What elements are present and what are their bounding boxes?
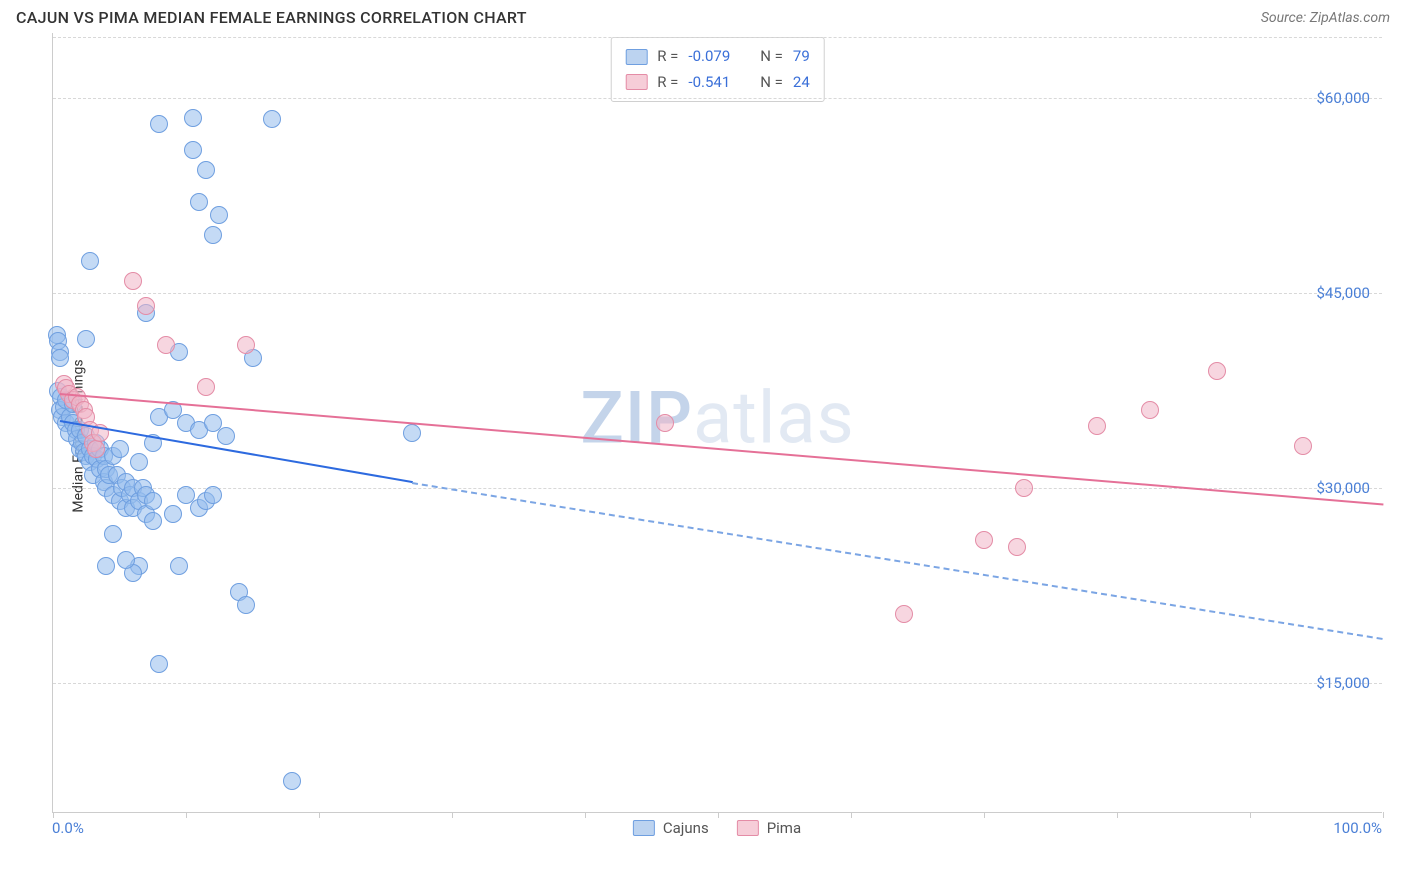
scatter-point (124, 272, 142, 290)
legend-r-label: R = (657, 70, 678, 96)
scatter-point (104, 525, 122, 543)
scatter-point (975, 531, 993, 549)
scatter-point (144, 492, 162, 510)
gridline (53, 683, 1382, 684)
gridline (53, 98, 1382, 99)
scatter-point (111, 440, 129, 458)
scatter-point (217, 427, 235, 445)
scatter-point (97, 557, 115, 575)
x-axis-min-label: 0.0% (52, 819, 84, 837)
scatter-point (137, 297, 155, 315)
scatter-point (895, 605, 913, 623)
scatter-point (190, 193, 208, 211)
source-attribution: Source: ZipAtlas.com (1261, 10, 1390, 26)
scatter-point (81, 252, 99, 270)
gridline (53, 37, 1382, 38)
scatter-point (184, 141, 202, 159)
chart-container: Median Female Earnings ZIPatlas R =-0.07… (16, 33, 1390, 839)
scatter-point (170, 557, 188, 575)
legend-n-value: 79 (793, 44, 810, 70)
legend-swatch (633, 820, 655, 836)
legend-swatch (625, 74, 647, 90)
y-tick-label: $60,000 (1316, 89, 1370, 107)
scatter-point (210, 206, 228, 224)
legend-swatch (737, 820, 759, 836)
legend-n-value: 24 (793, 70, 810, 96)
scatter-point (403, 424, 421, 442)
scatter-point (144, 512, 162, 530)
legend-row: R = -0.079 N = 79 (625, 44, 810, 70)
scatter-point (656, 414, 674, 432)
legend-item: Pima (737, 819, 801, 837)
scatter-point (204, 486, 222, 504)
x-axis: 0.0% 100.0% Cajuns Pima (52, 813, 1382, 839)
x-axis-max-label: 100.0% (1333, 819, 1382, 837)
scatter-point (237, 336, 255, 354)
scatter-point (263, 110, 281, 128)
scatter-point (1294, 437, 1312, 455)
scatter-point (51, 349, 69, 367)
scatter-point (164, 505, 182, 523)
chart-title: CAJUN VS PIMA MEDIAN FEMALE EARNINGS COR… (16, 8, 527, 27)
scatter-point (157, 336, 175, 354)
scatter-point (283, 772, 301, 790)
scatter-point (1141, 401, 1159, 419)
scatter-point (1208, 362, 1226, 380)
scatter-point (237, 596, 255, 614)
legend-label: Cajuns (663, 819, 709, 837)
scatter-point (150, 115, 168, 133)
scatter-point (184, 109, 202, 127)
scatter-point (117, 551, 135, 569)
scatter-point (1008, 538, 1026, 556)
scatter-point (150, 655, 168, 673)
legend-r-value: -0.541 (688, 70, 730, 96)
scatter-point (77, 330, 95, 348)
scatter-point (204, 226, 222, 244)
x-tick (1383, 812, 1384, 818)
series-legend: Cajuns Pima (633, 819, 801, 837)
scatter-point (197, 161, 215, 179)
legend-r-label: R = (657, 44, 678, 70)
plot-area: ZIPatlas R =-0.079N =79R =-0.541N =24 $1… (52, 33, 1382, 813)
legend-swatch (625, 49, 647, 65)
legend-r-value: -0.079 (688, 44, 730, 70)
scatter-point (130, 453, 148, 471)
y-tick-label: $30,000 (1316, 479, 1370, 497)
legend-item: Cajuns (633, 819, 709, 837)
legend-n-label: N = (760, 70, 783, 96)
legend-n-label: N = (760, 44, 783, 70)
y-tick-label: $45,000 (1316, 284, 1370, 302)
gridline (53, 293, 1382, 294)
legend-label: Pima (767, 819, 801, 837)
scatter-point (87, 440, 105, 458)
correlation-legend: R = -0.079 N = 79 R = -0.541 N = 24 (610, 37, 825, 102)
scatter-point (1088, 417, 1106, 435)
legend-row: R = -0.541 N = 24 (625, 70, 810, 96)
y-tick-label: $15,000 (1316, 674, 1370, 692)
scatter-point (1015, 479, 1033, 497)
scatter-point (197, 378, 215, 396)
